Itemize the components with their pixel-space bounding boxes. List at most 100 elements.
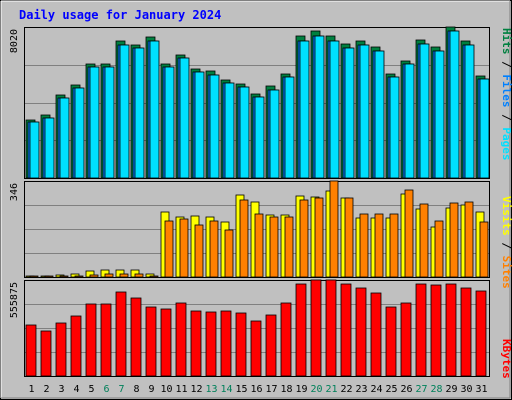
bar-pages-day-5 bbox=[89, 66, 100, 179]
bar-sites-day-14 bbox=[224, 229, 234, 278]
bar-kbytes-day-21 bbox=[325, 279, 337, 377]
bar-sites-day-16 bbox=[254, 213, 264, 278]
x-tick-7: 7 bbox=[118, 384, 124, 395]
bar-kbytes-day-19 bbox=[295, 283, 307, 377]
x-tick-29: 29 bbox=[445, 384, 457, 395]
x-tick-23: 23 bbox=[355, 384, 367, 395]
bar-sites-day-29 bbox=[449, 202, 459, 278]
x-tick-14: 14 bbox=[220, 384, 232, 395]
x-tick-28: 28 bbox=[430, 384, 442, 395]
x-tick-12: 12 bbox=[190, 384, 202, 395]
bar-sites-day-11 bbox=[179, 218, 189, 278]
bar-pages-day-24 bbox=[374, 50, 385, 179]
x-tick-20: 20 bbox=[310, 384, 322, 395]
x-tick-25: 25 bbox=[385, 384, 397, 395]
bar-kbytes-day-26 bbox=[400, 302, 412, 377]
bar-pages-day-28 bbox=[434, 50, 445, 179]
bar-kbytes-day-2 bbox=[40, 330, 52, 377]
bar-sites-day-2 bbox=[44, 275, 54, 278]
bar-kbytes-day-11 bbox=[175, 302, 187, 377]
bar-sites-day-19 bbox=[299, 199, 309, 278]
x-tick-15: 15 bbox=[235, 384, 247, 395]
x-tick-26: 26 bbox=[400, 384, 412, 395]
x-tick-3: 3 bbox=[58, 384, 64, 395]
bar-pages-day-31 bbox=[479, 78, 490, 179]
bar-pages-day-19 bbox=[299, 40, 310, 179]
x-tick-9: 9 bbox=[148, 384, 154, 395]
bar-sites-day-26 bbox=[404, 189, 414, 278]
x-tick-13: 13 bbox=[205, 384, 217, 395]
legend-separator: / bbox=[500, 55, 512, 75]
legends: Hits / Files / Pages Visits / Sites KBytes bbox=[500, 28, 512, 379]
bar-pages-day-7 bbox=[119, 44, 130, 179]
bar-sites-day-27 bbox=[419, 203, 429, 278]
bar-pages-day-2 bbox=[44, 117, 55, 179]
bar-kbytes-day-25 bbox=[385, 306, 397, 377]
panel-pages-files-hits: 8020 bbox=[9, 26, 490, 179]
bar-pages-day-27 bbox=[419, 43, 430, 179]
bar-kbytes-day-18 bbox=[280, 302, 292, 377]
bar-pages-day-9 bbox=[149, 40, 160, 179]
bar-pages-day-16 bbox=[254, 96, 265, 179]
x-tick-18: 18 bbox=[280, 384, 292, 395]
bar-pages-day-15 bbox=[239, 86, 250, 179]
bar-pages-day-25 bbox=[389, 76, 400, 179]
x-tick-labels: 1 2 3 4 5 6 7 8 9 10 11 12 13 14 15 16 17 18 19 20 21 22 23 24 2… bbox=[28, 384, 487, 395]
bar-pages-day-22 bbox=[344, 47, 355, 179]
x-tick-31: 31 bbox=[475, 384, 487, 395]
legend-pages: Pages bbox=[500, 127, 512, 160]
bar-kbytes-day-17 bbox=[265, 314, 277, 377]
legend-sites: Sites bbox=[500, 256, 512, 289]
x-tick-30: 30 bbox=[460, 384, 472, 395]
bar-kbytes-day-29 bbox=[445, 283, 457, 377]
bar-kbytes-day-1 bbox=[25, 324, 37, 377]
x-tick-4: 4 bbox=[73, 384, 79, 395]
chart-panels: 8020 346 555875 bbox=[9, 26, 490, 377]
bar-sites-day-22 bbox=[344, 197, 354, 278]
bar-kbytes-day-15 bbox=[235, 312, 247, 377]
bar-kbytes-day-12 bbox=[190, 310, 202, 377]
bar-pages-day-8 bbox=[134, 47, 145, 179]
legend-kbytes: KBytes bbox=[500, 339, 512, 379]
bar-pages-day-18 bbox=[284, 76, 295, 179]
bar-sites-day-13 bbox=[209, 220, 219, 278]
y-max-label: 8020 bbox=[9, 29, 20, 53]
bar-kbytes-day-6 bbox=[100, 303, 112, 377]
bar-sites-day-21 bbox=[329, 180, 339, 278]
bar-kbytes-day-31 bbox=[475, 290, 487, 377]
y-max-label: 555875 bbox=[9, 282, 20, 318]
bar-sites-day-9 bbox=[149, 275, 159, 278]
legend-separator: / bbox=[500, 236, 512, 256]
legend-panel-2: Visits / Sites bbox=[500, 196, 512, 289]
bar-pages-day-30 bbox=[464, 44, 475, 179]
bar-sites-day-6 bbox=[104, 273, 114, 278]
x-tick-17: 17 bbox=[265, 384, 277, 395]
bar-sites-day-8 bbox=[134, 273, 144, 278]
bar-sites-day-12 bbox=[194, 224, 204, 278]
bar-sites-day-5 bbox=[89, 274, 99, 278]
bar-kbytes-day-10 bbox=[160, 308, 172, 377]
bar-pages-day-4 bbox=[74, 87, 85, 179]
x-tick-19: 19 bbox=[295, 384, 307, 395]
bar-sites-day-17 bbox=[269, 216, 279, 278]
bar-kbytes-day-8 bbox=[130, 297, 142, 377]
bar-kbytes-day-30 bbox=[460, 287, 472, 377]
bar-pages-day-17 bbox=[269, 89, 280, 179]
bar-kbytes-day-28 bbox=[430, 284, 442, 377]
panel-kbytes: 555875 bbox=[9, 279, 490, 377]
legend-panel-3: KBytes bbox=[500, 339, 512, 379]
bar-kbytes-day-24 bbox=[370, 292, 382, 377]
bar-pages-day-26 bbox=[404, 63, 415, 179]
bar-kbytes-day-9 bbox=[145, 306, 157, 377]
bar-sites-day-28 bbox=[434, 220, 444, 278]
bar-pages-day-21 bbox=[329, 40, 340, 179]
legend-visits: Visits bbox=[500, 196, 512, 236]
bar-kbytes-day-16 bbox=[250, 320, 262, 377]
bar-sites-day-20 bbox=[314, 197, 324, 278]
bar-kbytes-day-22 bbox=[340, 283, 352, 377]
bar-pages-day-23 bbox=[359, 44, 370, 179]
legend-panel-1: Hits / Files / Pages bbox=[500, 28, 512, 161]
legend-separator: / bbox=[500, 108, 512, 128]
bar-pages-day-11 bbox=[179, 57, 190, 179]
x-tick-8: 8 bbox=[133, 384, 139, 395]
